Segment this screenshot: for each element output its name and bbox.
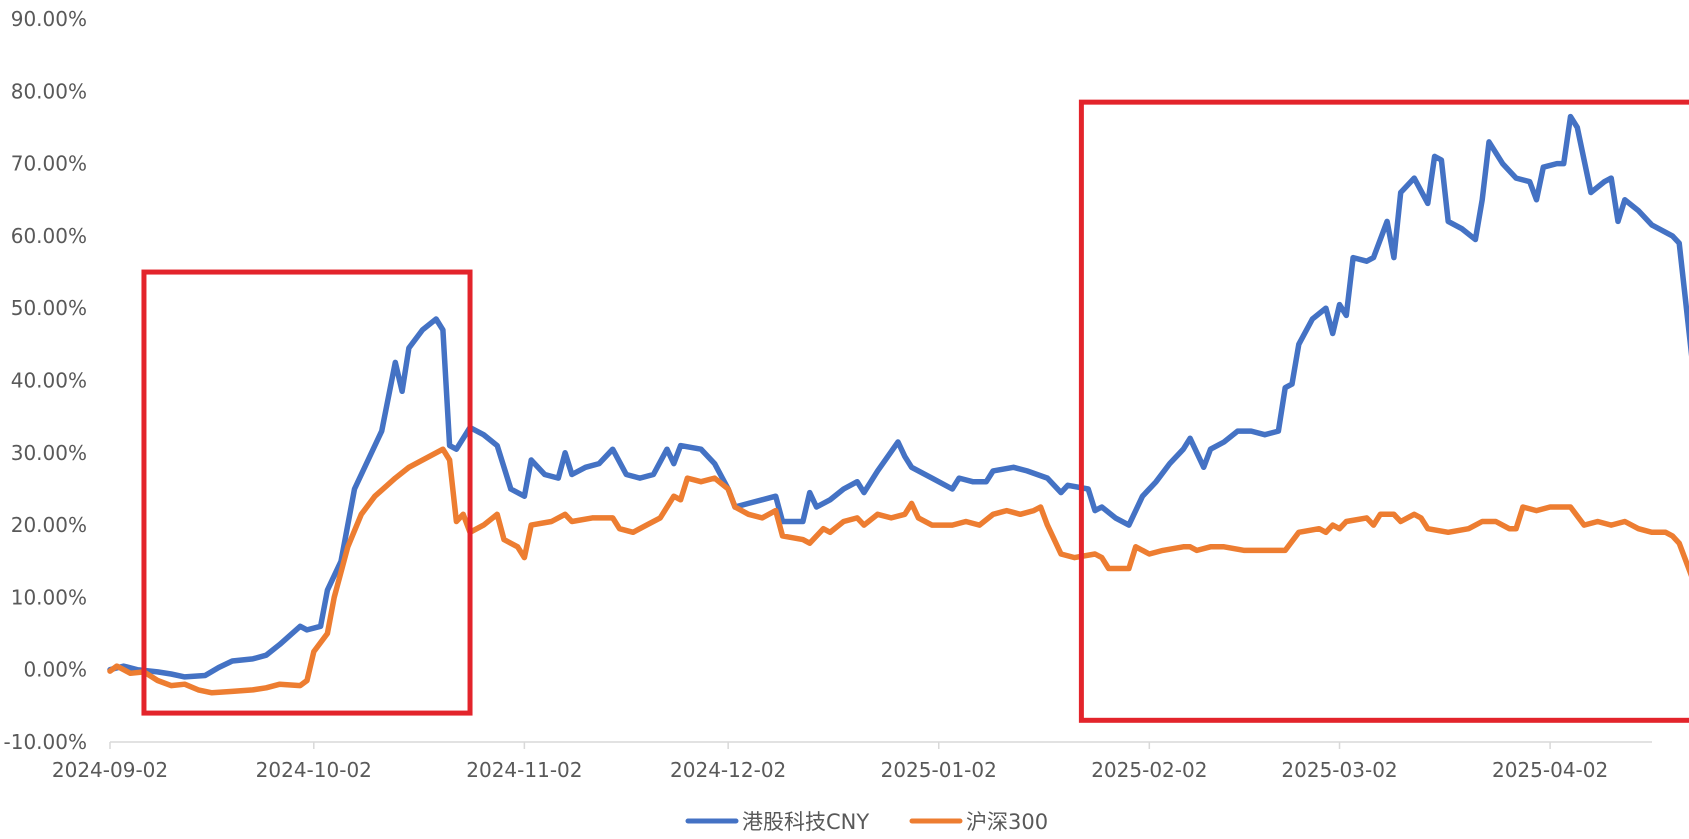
y-tick-label: 40.00%: [11, 369, 87, 393]
y-tick-label: 0.00%: [23, 658, 87, 682]
legend: 港股科技CNY 沪深300: [685, 810, 1048, 834]
series-line-0: [107, 113, 1689, 680]
y-tick-label: -10.00%: [4, 730, 87, 754]
series-layer: [107, 113, 1689, 696]
y-tick-label: 10.00%: [11, 585, 87, 609]
series-line-1: [107, 446, 1689, 696]
y-tick-label: 60.00%: [11, 224, 87, 248]
y-tick-label: 50.00%: [11, 296, 87, 320]
y-tick-label: 90.00%: [11, 7, 87, 31]
y-tick-label: 70.00%: [11, 152, 87, 176]
x-tick-label: 2025-01-02: [881, 758, 997, 782]
legend-label-csi300: 沪深300: [966, 810, 1048, 834]
y-tick-label: 30.00%: [11, 441, 87, 465]
x-tick-label: 2025-02-02: [1091, 758, 1207, 782]
y-tick-label: 20.00%: [11, 513, 87, 537]
y-axis-ticks: -10.00% 0.00% 10.00% 20.00% 30.00% 40.00% 50.0…: [4, 7, 87, 754]
x-tick-label: 2025-03-02: [1281, 758, 1397, 782]
highlight-box-1: [141, 269, 473, 716]
x-tick-label: 2025-04-02: [1492, 758, 1608, 782]
annotation-layer: [141, 99, 1689, 723]
x-axis-ticks: 2024-09-02 2024-10-02 2024-11-02 2024-12-02…: [52, 742, 1608, 782]
y-tick-label: 80.00%: [11, 79, 87, 103]
highlight-box-2: [1078, 99, 1689, 723]
x-tick-label: 2024-12-02: [670, 758, 786, 782]
x-tick-label: 2024-10-02: [256, 758, 372, 782]
x-tick-label: 2024-09-02: [52, 758, 168, 782]
x-tick-label: 2024-11-02: [466, 758, 582, 782]
legend-label-hk-tech: 港股科技CNY: [742, 810, 869, 834]
